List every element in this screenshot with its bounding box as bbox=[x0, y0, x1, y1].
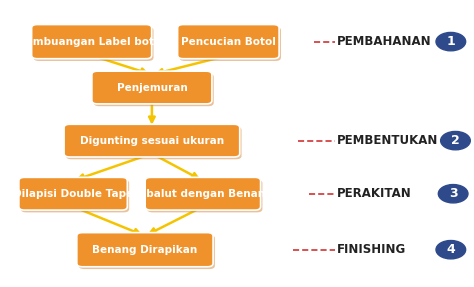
Text: Digunting sesuai ukuran: Digunting sesuai ukuran bbox=[80, 136, 224, 146]
FancyBboxPatch shape bbox=[32, 25, 152, 59]
Circle shape bbox=[438, 185, 468, 203]
Text: Pencucian Botol: Pencucian Botol bbox=[181, 37, 276, 46]
Text: 4: 4 bbox=[447, 243, 455, 256]
FancyBboxPatch shape bbox=[21, 180, 129, 212]
Text: 3: 3 bbox=[449, 187, 457, 200]
Text: PEMBENTUKAN: PEMBENTUKAN bbox=[337, 134, 438, 147]
Circle shape bbox=[436, 32, 465, 51]
FancyBboxPatch shape bbox=[178, 25, 279, 59]
FancyBboxPatch shape bbox=[94, 73, 214, 106]
FancyBboxPatch shape bbox=[19, 177, 128, 210]
Text: 2: 2 bbox=[451, 134, 460, 147]
Circle shape bbox=[441, 131, 470, 150]
Text: PERAKITAN: PERAKITAN bbox=[337, 187, 412, 200]
Text: Pembuangan Label botol: Pembuangan Label botol bbox=[18, 37, 165, 46]
FancyBboxPatch shape bbox=[66, 127, 242, 159]
Text: Dilapisi Double Tape: Dilapisi Double Tape bbox=[13, 189, 133, 199]
FancyBboxPatch shape bbox=[147, 180, 263, 212]
FancyBboxPatch shape bbox=[79, 235, 215, 269]
Text: Penjemuran: Penjemuran bbox=[117, 83, 187, 92]
Text: PEMBAHANAN: PEMBAHANAN bbox=[337, 35, 432, 48]
Text: FINISHING: FINISHING bbox=[337, 243, 407, 256]
FancyBboxPatch shape bbox=[180, 27, 281, 61]
Text: 1: 1 bbox=[447, 35, 455, 48]
FancyBboxPatch shape bbox=[145, 177, 261, 210]
FancyBboxPatch shape bbox=[77, 232, 213, 267]
Text: Dibalut dengan Benang: Dibalut dengan Benang bbox=[134, 189, 272, 199]
FancyBboxPatch shape bbox=[34, 27, 154, 61]
Circle shape bbox=[436, 241, 465, 259]
Text: Benang Dirapikan: Benang Dirapikan bbox=[92, 245, 198, 255]
FancyBboxPatch shape bbox=[64, 124, 240, 157]
FancyBboxPatch shape bbox=[92, 71, 212, 104]
